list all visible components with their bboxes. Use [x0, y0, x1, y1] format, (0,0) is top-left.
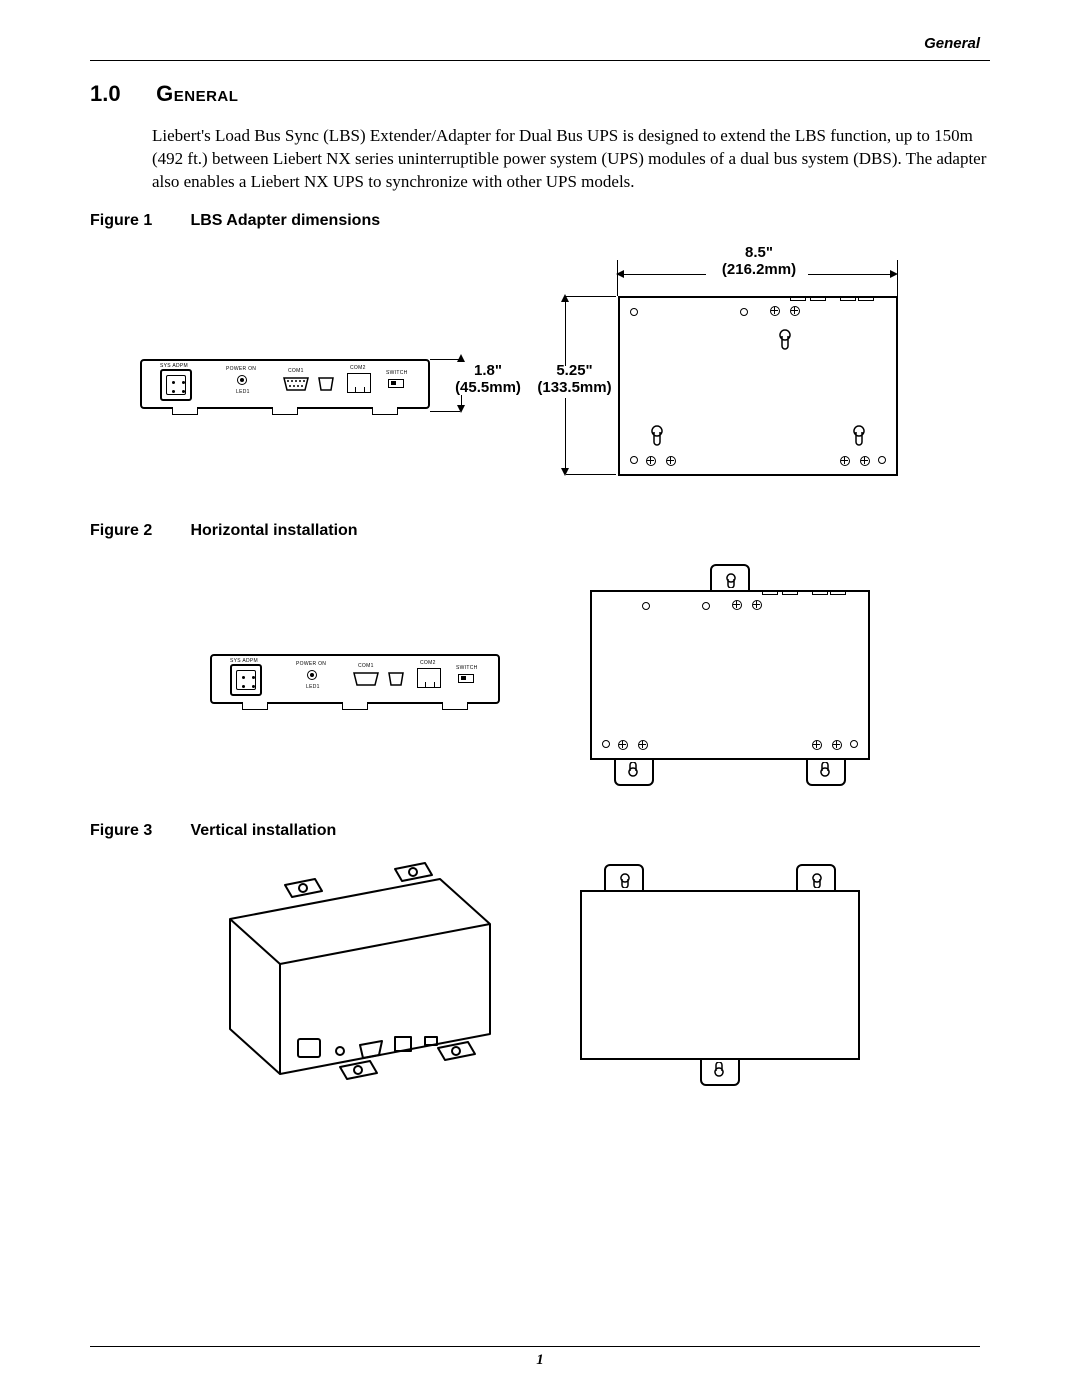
dim-height-ext-b	[430, 411, 460, 412]
dim-depth-ext-t	[566, 296, 616, 297]
dim-height-ext-t	[430, 359, 460, 360]
screw-4	[666, 456, 676, 466]
fig2-foot-3	[442, 702, 468, 710]
com1b-port	[317, 377, 345, 391]
device-top-view	[618, 296, 898, 476]
dim-depth-line-t	[565, 296, 566, 366]
dim-width-in: 8.5"	[745, 244, 773, 261]
label-sys-adpm: SYS ADPM	[160, 363, 188, 369]
fig2-foot-2	[342, 702, 368, 710]
foot-1	[172, 407, 198, 415]
figure1-caption: Figure 1 LBS Adapter dimensions	[90, 212, 990, 230]
screw-3	[646, 456, 656, 466]
sys-port	[160, 369, 192, 401]
figure2-caption: Figure 2 Horizontal installation	[90, 522, 990, 540]
screw-1	[770, 306, 780, 316]
dim-height-in: 1.8"	[474, 362, 502, 379]
fig2-label-led1: LED1	[306, 684, 320, 690]
fig2-com1	[352, 672, 380, 686]
keyhole-bl	[650, 424, 664, 444]
dim-height-label: 1.8" (45.5mm)	[448, 362, 528, 397]
fig2-dip	[458, 674, 474, 683]
fig2-tab-top	[710, 564, 750, 592]
figure1-area: 8.5" (216.2mm) 5.25" (133.5mm) 1.8" (45.…	[90, 244, 990, 504]
figure1-text: LBS Adapter dimensions	[190, 212, 380, 229]
section-title-text: General	[156, 81, 238, 106]
figure3-text: Vertical installation	[190, 822, 336, 839]
dim-width-line-r	[808, 274, 896, 275]
fig3-iso-view	[190, 859, 510, 1089]
dim-width-line-l	[618, 274, 706, 275]
dim-width-ext-l	[617, 260, 618, 296]
figure1-label: Figure 1	[90, 212, 186, 230]
label-com2: COM2	[350, 365, 366, 371]
fig2-com2	[417, 668, 441, 688]
figure2-text: Horizontal installation	[190, 522, 357, 539]
keyhole-top	[778, 328, 792, 348]
fig3-tab-tl	[604, 864, 644, 892]
dim-height-arrow-u	[457, 354, 465, 362]
dip-switch	[388, 379, 404, 388]
fig2-label-com2: COM2	[420, 660, 436, 666]
com1-port	[282, 377, 310, 391]
figure3-caption: Figure 3 Vertical installation	[90, 822, 990, 840]
foot-3	[372, 407, 398, 415]
fig3-flat-view	[580, 864, 860, 1094]
screw-6	[840, 456, 850, 466]
fig2-mount-view	[570, 564, 890, 804]
fig2-foot-1	[242, 702, 268, 710]
document-page: General 1.0 General Liebert's Load Bus S…	[0, 0, 1080, 1397]
fig2-tab-br	[806, 758, 846, 786]
figure3-label: Figure 3	[90, 822, 186, 840]
fig2-power-led	[307, 670, 317, 680]
screw-5	[860, 456, 870, 466]
intro-paragraph: Liebert's Load Bus Sync (LBS) Extender/A…	[152, 125, 990, 194]
fig2-com1b	[387, 672, 415, 686]
keyhole-br	[852, 424, 866, 444]
label-switch: SWITCH	[386, 370, 408, 376]
label-led1: LED1	[236, 389, 250, 395]
fig2-label-sys: SYS ADPM	[230, 658, 258, 664]
fig3-tab-b	[700, 1058, 740, 1086]
hole-bl	[630, 456, 638, 464]
fig2-sys-port	[230, 664, 262, 696]
section-heading: 1.0 General	[90, 81, 990, 107]
footer-rule	[90, 1346, 980, 1347]
fig2-label-power: POWER ON	[296, 661, 326, 667]
device-front-view: SYS ADPM POWER ON LED1 COM1 COM2 SWITCH	[140, 359, 430, 409]
page-number: 1	[0, 1352, 1080, 1369]
fig2-tab-bl	[614, 758, 654, 786]
running-header: General	[924, 35, 980, 52]
fig2-front-view: SYS ADPM POWER ON LED1 COM1 COM2 SWITCH	[210, 654, 500, 704]
power-led	[237, 375, 247, 385]
figure3-area	[90, 854, 990, 1104]
fig2-label-com1: COM1	[358, 663, 374, 669]
dim-height-mm: (45.5mm)	[455, 379, 521, 396]
figure2-label: Figure 2	[90, 522, 186, 540]
fig3-tab-tr	[796, 864, 836, 892]
hole-tm	[740, 308, 748, 316]
dim-width-ext-r	[897, 260, 898, 296]
label-power-on: POWER ON	[226, 366, 256, 372]
dim-depth-in: 5.25"	[556, 362, 592, 379]
screw-2	[790, 306, 800, 316]
fig2-label-switch: SWITCH	[456, 665, 478, 671]
figure2-area: SYS ADPM POWER ON LED1 COM1 COM2 SWITCH	[90, 554, 990, 804]
dim-width-label: 8.5" (216.2mm)	[702, 244, 816, 279]
dim-depth-mm: (133.5mm)	[537, 379, 611, 396]
dim-depth-line-b	[565, 398, 566, 474]
section-number: 1.0	[90, 81, 150, 107]
hole-br	[878, 456, 886, 464]
header-rule	[90, 60, 990, 61]
dim-width-mm: (216.2mm)	[722, 261, 796, 278]
label-com1: COM1	[288, 368, 304, 374]
dim-depth-ext-b	[566, 474, 616, 475]
foot-2	[272, 407, 298, 415]
hole-tl	[630, 308, 638, 316]
dim-depth-label: 5.25" (133.5mm)	[530, 362, 619, 397]
com2-port	[347, 373, 371, 393]
